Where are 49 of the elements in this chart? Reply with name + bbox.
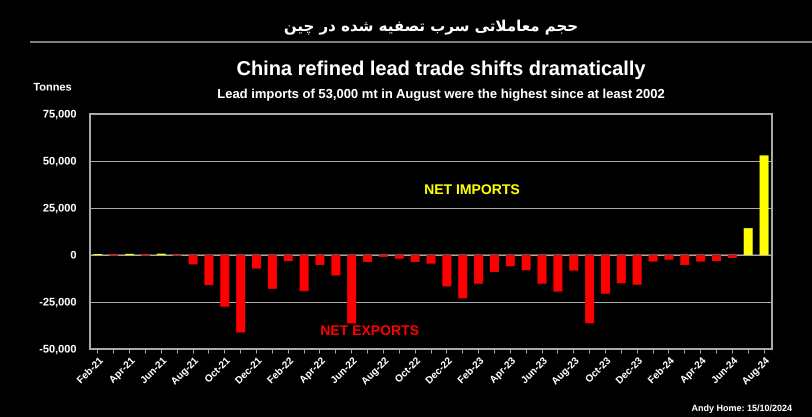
bar	[252, 255, 262, 269]
bar	[616, 255, 626, 284]
annotation: NET IMPORTS	[424, 181, 520, 197]
bar	[220, 255, 230, 307]
y-tick-label: 25,000	[42, 202, 76, 214]
bar	[569, 255, 578, 271]
bar	[696, 255, 706, 262]
bar	[506, 255, 515, 266]
bar	[474, 255, 484, 284]
y-tick-label: -25,000	[39, 296, 76, 308]
annotation: NET EXPORTS	[320, 322, 420, 338]
bar	[284, 255, 293, 262]
y-tick-label: -50,000	[39, 344, 76, 356]
bar	[744, 228, 753, 255]
bar	[236, 255, 246, 332]
text: حجم معاملاتی سرب تصفیه شده در چین	[284, 17, 578, 35]
bar	[632, 255, 642, 285]
bar	[585, 255, 594, 324]
bar	[458, 255, 468, 298]
bar	[331, 255, 340, 276]
bar	[300, 255, 309, 292]
bar	[442, 255, 452, 286]
bar	[426, 255, 436, 264]
chart-title: China refined lead trade shifts dramatically	[236, 58, 646, 80]
bar	[363, 255, 372, 262]
bar	[315, 255, 324, 265]
y-axis-title: Tonnes	[33, 82, 72, 94]
bar	[538, 255, 547, 284]
bar	[522, 255, 531, 270]
y-tick-label: 75,000	[42, 108, 76, 120]
bar	[394, 255, 404, 259]
bar	[490, 255, 499, 272]
bar	[712, 255, 721, 262]
y-tick-label: 50,000	[42, 156, 76, 168]
bar	[553, 255, 562, 292]
bar	[268, 255, 277, 289]
bar	[410, 255, 420, 262]
text: Andy Home: 15/10/2024	[691, 403, 792, 413]
bar	[600, 255, 610, 294]
bar	[664, 255, 674, 260]
bar	[347, 255, 356, 324]
bar	[188, 255, 198, 264]
bar	[728, 255, 737, 258]
bar	[648, 255, 658, 262]
bar	[760, 155, 769, 255]
bar	[680, 255, 690, 265]
chart-subtitle: Lead imports of 53,000 mt in August were the highest since at least 2002	[217, 86, 665, 101]
bar	[204, 255, 214, 286]
y-tick-label: 0	[70, 250, 76, 262]
